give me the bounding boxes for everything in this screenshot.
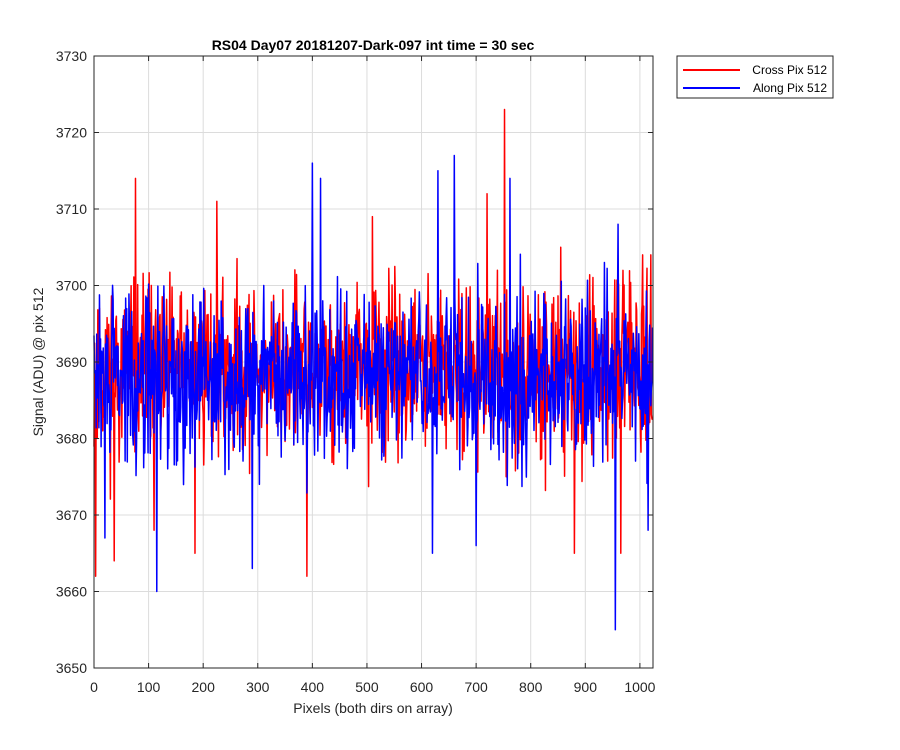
- x-tick-label: 300: [246, 679, 270, 695]
- y-tick-label: 3650: [56, 660, 87, 676]
- series-layer: [93, 108, 654, 631]
- x-tick-label: 500: [355, 679, 379, 695]
- y-tick-label: 3690: [56, 354, 87, 370]
- legend-label-cross: Cross Pix 512: [752, 63, 827, 77]
- x-tick-label: 900: [574, 679, 598, 695]
- chart-title: RS04 Day07 20181207-Dark-097 int time = …: [212, 37, 535, 53]
- x-tick-label: 600: [410, 679, 434, 695]
- series-line-along: [93, 154, 654, 631]
- y-tick-label: 3700: [56, 278, 87, 294]
- x-axis-label: Pixels (both dirs on array): [293, 700, 453, 716]
- x-tick-label: 700: [464, 679, 488, 695]
- y-tick-label: 3680: [56, 431, 87, 447]
- x-tick-label: 1000: [624, 679, 655, 695]
- legend-box: [676, 55, 834, 99]
- y-tick-label: 3670: [56, 507, 87, 523]
- y-tick-labels: 3650 3660 3670 3680 3690 3700 3710 3720 3730: [56, 48, 87, 676]
- y-tick-label: 3730: [56, 48, 87, 64]
- x-tick-label: 0: [90, 679, 98, 695]
- x-tick-label: 400: [301, 679, 325, 695]
- y-tick-label: 3710: [56, 201, 87, 217]
- y-tick-label: 3720: [56, 125, 87, 141]
- legend-label-along: Along Pix 512: [753, 81, 827, 95]
- x-tick-label: 800: [519, 679, 543, 695]
- x-tick-label: 200: [192, 679, 216, 695]
- legend: Cross Pix 512 Along Pix 512: [676, 55, 834, 99]
- ticks: [93, 55, 653, 669]
- y-axis-label: Signal (ADU) @ pix 512: [30, 287, 46, 436]
- x-tick-label: 100: [137, 679, 161, 695]
- x-tick-labels: 0 100 200 300 400 500 600 700 800 900 1000: [90, 679, 656, 695]
- y-tick-label: 3660: [56, 584, 87, 600]
